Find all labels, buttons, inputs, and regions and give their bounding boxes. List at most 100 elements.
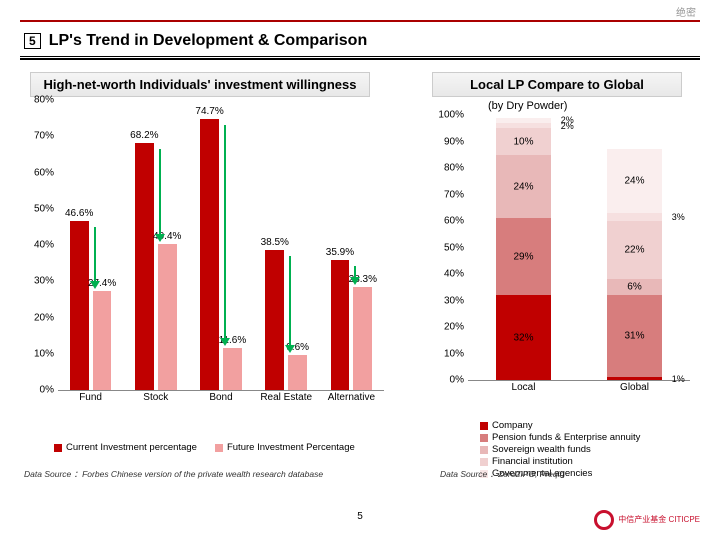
left-ytick: 40% [34,240,58,251]
right-ytick: 100% [438,110,468,121]
left-ytick: 10% [34,348,58,359]
right-stack-segment: 2% [496,118,552,123]
right-chart-subtitle: (by Dry Powder) [488,100,567,112]
right-segment-label: 24% [513,181,533,192]
left-chart: 0%10%20%30%40%50%60%70%80%46.6%27.4%Fund… [24,100,394,440]
legend-item: Pension funds & Enterprise annuity [480,432,640,443]
legend-label: Financial institution [492,456,573,467]
right-stack-segment: 32% [496,295,552,380]
right-segment-label: 24% [624,176,644,187]
left-bar-label: 74.7% [195,106,223,117]
right-chart: 0%10%20%30%40%50%60%70%80%90%100%32%29%2… [430,115,700,440]
page-number: 5 [357,511,363,522]
right-segment-label: 6% [627,282,641,293]
left-bar-label: 38.5% [261,237,289,248]
left-bar-label: 46.6% [65,208,93,219]
right-segment-label: 22% [624,245,644,256]
right-segment-label: 10% [513,136,533,147]
left-bar [158,244,177,390]
legend-swatch-icon [480,446,488,454]
right-stack-segment: 22% [607,221,663,279]
legend-label: Pension funds & Enterprise annuity [492,432,640,443]
left-citation: Data Source ：Forbes Chinese version of t… [24,468,323,480]
legend-item: Sovereign wealth funds [480,444,640,455]
left-chart-legend: Current Investment percentage Future Inve… [54,442,355,454]
right-stack-segment: 2% [496,123,552,128]
left-bar [288,355,307,390]
right-segment-label: 3% [672,212,685,222]
left-bar [135,143,154,390]
left-chart-plot: 0%10%20%30%40%50%60%70%80%46.6%27.4%Fund… [58,100,384,390]
right-ytick: 60% [444,216,468,227]
right-xtick: Global [620,380,649,393]
left-bar [70,221,89,390]
legend-swatch-icon [54,444,62,452]
right-segment-label: 31% [624,331,644,342]
legend-item: Company [480,420,640,431]
legend-swatch-icon [480,434,488,442]
right-stack-segment: 24% [607,149,663,213]
trend-arrow-icon [224,125,226,340]
slide-number-box: 5 [24,33,41,49]
legend-item: Financial institution [480,456,640,467]
left-ytick: 20% [34,312,58,323]
left-ytick: 60% [34,167,58,178]
right-ytick: 10% [444,348,468,359]
left-xtick: Fund [79,390,102,403]
legend-swatch-icon [480,422,488,430]
legend-item: Future Investment Percentage [215,442,355,453]
right-xtick: Local [512,380,536,393]
trend-arrow-icon [289,256,291,347]
legend-label: Future Investment Percentage [227,442,355,453]
right-stack-segment: 31% [607,295,663,377]
left-bar-label: 68.2% [130,130,158,141]
right-ytick: 50% [444,242,468,253]
slide-title: LP's Trend in Development & Comparison [49,32,368,50]
right-ytick: 20% [444,322,468,333]
trend-arrow-head-icon [220,338,230,346]
right-segment-label: 1% [672,374,685,384]
left-ytick: 80% [34,95,58,106]
title-row: 5 LP's Trend in Development & Comparison [24,32,367,50]
trend-arrow-head-icon [285,345,295,353]
legend-item: Current Investment percentage [54,442,197,453]
right-ytick: 40% [444,269,468,280]
right-segment-label: 2% [561,115,574,125]
left-ytick: 30% [34,276,58,287]
trend-arrow-head-icon [155,234,165,242]
logo-text: 中信产业基金 CITICPE [618,516,700,524]
right-ytick: 90% [444,136,468,147]
right-chart-title: Local LP Compare to Global [432,72,682,97]
left-bar [200,119,219,390]
left-ytick: 70% [34,131,58,142]
left-bar-label: 35.9% [326,247,354,258]
right-ytick: 0% [450,375,468,386]
left-chart-title: High-net-worth Individuals' investment w… [30,72,370,97]
left-xtick: Stock [143,390,168,403]
legend-label: Sovereign wealth funds [492,444,591,455]
trend-arrow-head-icon [90,281,100,289]
right-stack-segment: 6% [607,279,663,295]
right-stack-segment: 10% [496,128,552,155]
top-divider [20,20,700,22]
right-ytick: 30% [444,295,468,306]
right-stack-segment: 3% [607,213,663,221]
left-xtick: Alternative [328,390,375,403]
logo-icon [594,510,614,530]
right-segment-label: 29% [513,251,533,262]
right-stack-segment: 29% [496,218,552,295]
left-xtick: Real Estate [260,390,312,403]
legend-swatch-icon [215,444,223,452]
right-segment-label: 32% [513,332,533,343]
trend-arrow-icon [159,149,161,236]
left-bar [265,250,284,390]
trend-arrow-head-icon [350,277,360,285]
right-stack-segment: 24% [496,155,552,219]
legend-label: Current Investment percentage [66,442,197,453]
logo: 中信产业基金 CITICPE [594,510,700,530]
right-ytick: 70% [444,189,468,200]
left-bar [223,348,242,390]
right-ytick: 80% [444,163,468,174]
classification: 绝密 [676,4,696,19]
left-bar [353,287,372,390]
